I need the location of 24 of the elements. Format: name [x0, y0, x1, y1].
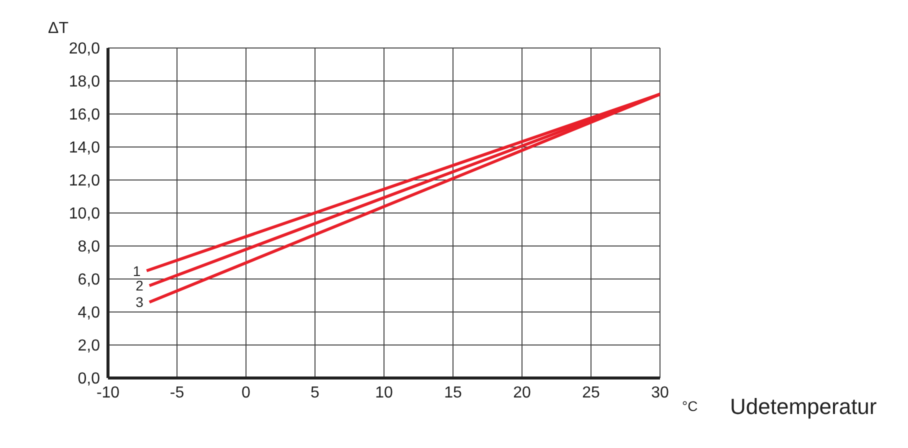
series-label: 3 [136, 294, 144, 310]
x-tick-label: -5 [170, 384, 184, 402]
series-label: 2 [136, 278, 144, 294]
y-tick-label: 16,0 [68, 106, 100, 124]
y-tick-label: 12,0 [68, 172, 100, 190]
y-tick-label: 8,0 [78, 238, 100, 256]
x-tick-label: 0 [242, 384, 251, 402]
x-tick-label: 5 [310, 384, 320, 402]
y-tick-label: 10,0 [68, 206, 100, 223]
y-axis-title: ΔT [48, 20, 68, 38]
x-tick-label: 20 [513, 384, 531, 402]
x-tick-label: 25 [582, 384, 600, 402]
y-tick-label: 2,0 [78, 338, 100, 355]
text: Udetemperatur [730, 394, 877, 420]
x-tick-label: 10 [375, 384, 393, 402]
y-tick-label: 14,0 [68, 140, 100, 157]
x-tick-label: 15 [444, 384, 462, 402]
y-tick-label: 18,0 [68, 74, 100, 91]
y-tick-label: 20,0 [68, 40, 100, 58]
x-axis-title: °C [682, 398, 698, 414]
y-tick-label: 4,0 [78, 304, 100, 322]
y-tick-label: 6,0 [78, 272, 100, 289]
series-label: 1 [132, 262, 141, 279]
x-tick-label: 30 [651, 384, 669, 402]
